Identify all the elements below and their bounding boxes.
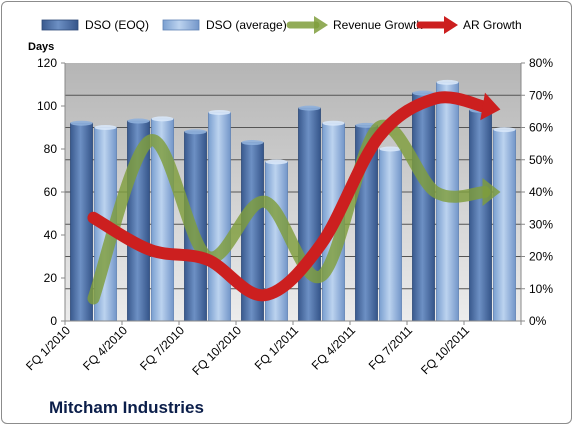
legend: DSO (EOQ) DSO (average) Revenue Growth AR G… [41,16,522,34]
bar-cap [70,120,93,126]
bar-cap [94,125,117,130]
bar-cap [127,118,150,124]
x-tick-label: FQ 1/2010 [23,323,73,373]
bar-cap [265,159,288,165]
x-tick-label: FQ 4/2011 [309,323,359,373]
y2-tick-label: 80% [529,56,553,70]
bars [70,79,516,322]
x-tick-label: FQ 10/2010 [189,323,244,378]
y2-tick-label: 70% [529,88,553,102]
y2-tick-label: 0% [529,314,547,328]
bar-dso-eoq [469,109,492,322]
bar-cap [241,140,264,146]
x-tick-label: FQ 10/2011 [418,323,472,377]
bar-cap [322,120,345,126]
y-tick-label: 100 [37,99,57,113]
bar-dso-eoq [70,122,93,322]
bar-cap [208,109,231,115]
y-tick-label: 0 [50,314,57,328]
bar-cap [379,146,402,152]
y-tick-label: 80 [44,142,58,156]
bar-dso-eoq [412,92,435,322]
bar-dso-average [493,129,516,322]
y2-tick-label: 10% [529,282,553,296]
company-title: Mitcham Industries [49,398,204,417]
bar-dso-average [379,148,402,322]
legend-swatch-arrow [314,16,328,34]
y2-tick-label: 60% [529,121,553,135]
bar-cap [436,79,459,85]
x-tick-label: FQ 1/2011 [252,323,302,373]
legend-label: DSO (average) [206,18,287,32]
legend-swatch-arrow [444,16,458,34]
growth-lines [87,91,501,305]
y-axis-title: Days [28,41,54,53]
y2-tick-label: 30% [529,217,553,231]
ar-growth-line [87,91,491,302]
x-tick-label: FQ 7/2010 [137,323,187,373]
y-tick-label: 60 [44,185,58,199]
bar-cap [493,127,516,133]
revenue-growth-line [87,119,491,305]
legend-label: DSO (EOQ) [85,18,149,32]
legend-swatch [41,19,79,31]
bar-dso-eoq [298,107,321,322]
y-tick-label: 20 [44,271,58,285]
y2-tick-label: 50% [529,153,553,167]
bar-cap [298,105,321,111]
y-tick-label: 40 [44,228,58,242]
y-tick-label: 120 [37,56,57,70]
x-tick-label: FQ 4/2010 [80,323,130,373]
ar-growth-arrowhead [480,92,501,121]
bar-cap [184,129,207,135]
legend-swatch [162,19,200,31]
bar-dso-average [208,112,231,322]
y2-tick-label: 40% [529,185,553,199]
y2-tick-label: 20% [529,250,553,264]
legend-label: AR Growth [463,18,522,32]
x-tick-label: FQ 7/2011 [366,323,416,373]
revenue-growth-arrowhead [482,178,501,206]
legend-label: Revenue Growth [333,18,423,32]
bar-cap [151,116,174,122]
